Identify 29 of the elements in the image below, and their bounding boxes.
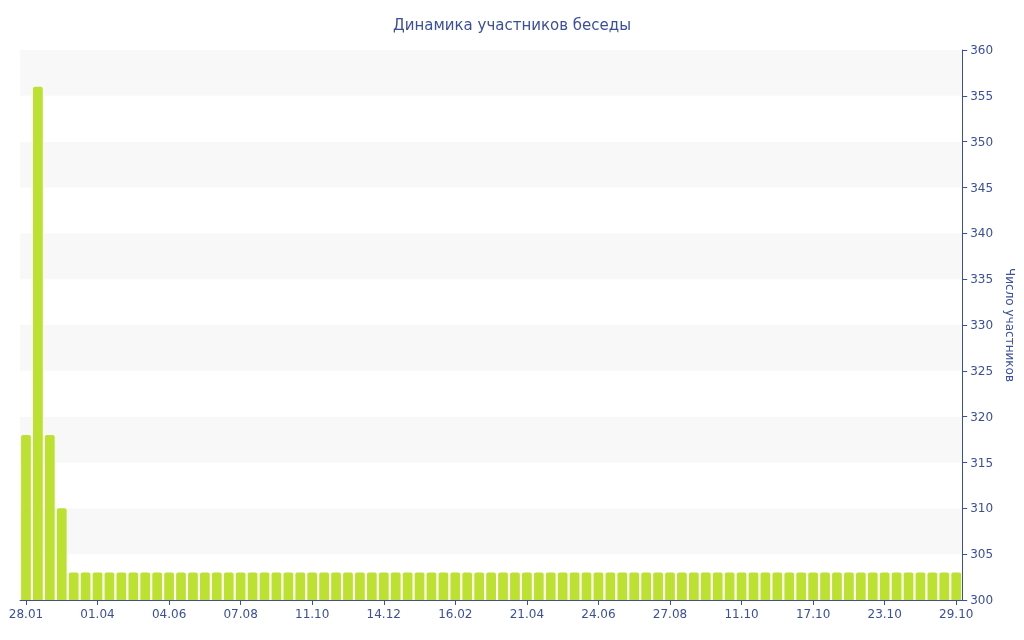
y-tick-label: 345: [970, 180, 994, 195]
x-tick-label: 04.06: [151, 607, 187, 621]
x-tick-label: 21.04: [509, 607, 545, 621]
x-tick-label: 24.06: [581, 607, 616, 621]
x-tick-label: 01.04: [80, 607, 115, 621]
x-tick-label: 17.10: [795, 607, 831, 621]
y-tick-label: 315: [970, 455, 994, 470]
x-tick-label: 27.08: [652, 607, 688, 621]
x-tick-label: 11.10: [295, 607, 330, 621]
y-tick-label: 340: [970, 226, 994, 241]
x-tick-label: 16.02: [438, 607, 473, 621]
x-tick-label: 23.10: [867, 607, 902, 621]
y-tick-label: 300: [970, 593, 994, 607]
y-tick-label: 305: [970, 547, 994, 562]
x-tick-label: 07.08: [223, 607, 258, 621]
x-tick-label: 28.01: [8, 607, 44, 621]
y-tick-label: 360: [970, 43, 994, 57]
y-tick-label: 330: [970, 318, 994, 332]
x-tick-label: 14.12: [366, 607, 401, 621]
y-tick-label: 350: [970, 134, 994, 149]
y-axis-title: Число участников: [1003, 268, 1017, 382]
y-tick-label: 320: [970, 409, 994, 424]
chart-title: Динамика участников беседы: [392, 15, 632, 34]
x-tick-label: 11.10: [724, 607, 759, 621]
x-tick-label: 29.10: [939, 607, 974, 621]
y-tick-label: 310: [970, 501, 994, 516]
y-tick-label: 335: [970, 272, 994, 287]
y-tick-label: 355: [970, 88, 994, 103]
y-tick-label: 325: [970, 363, 994, 378]
